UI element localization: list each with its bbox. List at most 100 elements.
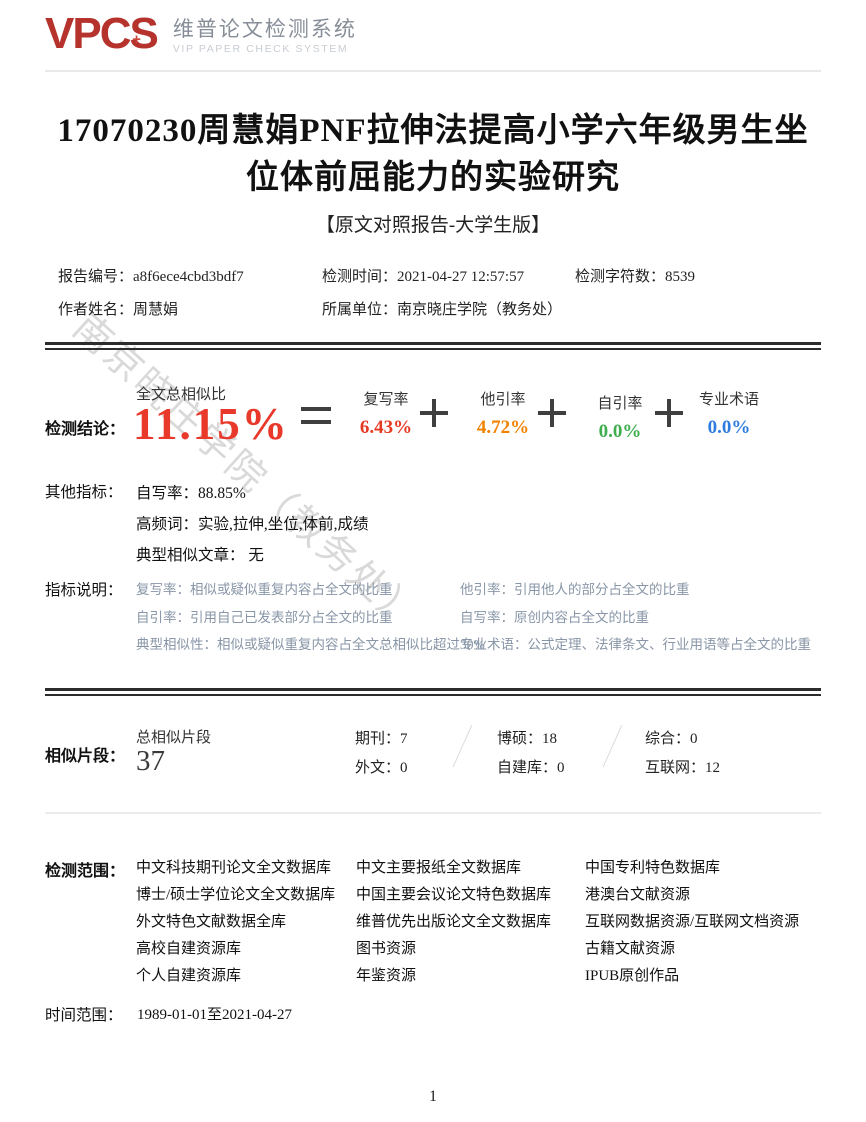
scope-item: 古籍文献资源 [585,941,676,957]
fragments-total-label: 总相似片段 [136,730,212,746]
scope-item: 年鉴资源 [356,968,417,984]
plus-sign [420,399,448,427]
fragments-total-value: 37 [136,745,165,777]
brand-names: 维普论文检测系统 VIP PAPER CHECK SYSTEM [173,13,357,56]
metric-other-citation-rate: 他引率 4.72% [455,388,551,439]
stat-value: 18 [542,731,558,747]
metric-self-citation-rate: 自引率 0.0% [572,392,668,443]
plus-sign [655,399,683,427]
vpcs-logo-icon: VPCS + [45,8,163,60]
equals-sign [301,407,331,424]
organization-value: 南京晓庄学院（教务处） [397,302,563,318]
organization: 所属单位：南京晓庄学院（教务处） [322,298,562,319]
metric-copy-rate: 复写率 6.43% [338,388,434,439]
scope-item: 互联网数据资源/互联网文档资源 [585,914,800,930]
scope-item: 中国主要会议论文特色数据库 [356,887,552,903]
indicator-notes-label: 指标说明： [45,582,123,599]
brand-logo: VPCS + 维普论文检测系统 VIP PAPER CHECK SYSTEM [45,8,357,60]
conclusion-section-label: 检测结论： [45,421,126,438]
scope-item: 高校自建资源库 [136,941,242,957]
note-typical-similarity: 典型相似性：相似或疑似重复内容占全文总相似比超过30% [136,637,485,652]
scope-item: 港澳台文献资源 [585,887,691,903]
scope-item: IPUB原创作品 [585,968,680,984]
self-write-rate-label: 自写率： [136,485,199,502]
metric-label: 他引率 [480,392,526,408]
frequent-words-value: 实验,拉伸,坐位,体前,成绩 [198,516,369,533]
report-number-label: 报告编号： [58,269,134,285]
stat-label: 自建库： [497,760,558,776]
stat-value: 0 [690,731,698,747]
stat-thesis: 博硕：18 [497,727,557,748]
metric-terminology: 专业术语 0.0% [681,388,777,439]
stat-foreign: 外文：0 [355,756,408,777]
plus-sign [538,399,566,427]
metric-label: 自引率 [597,396,643,412]
metric-label: 复写率 [363,392,409,408]
stat-label: 综合： [645,731,691,747]
metric-value: 0.0% [598,421,642,442]
note-self-citation: 自引率：引用自己已发表部分占全文的比重 [136,610,393,625]
check-time-label: 检测时间： [322,269,398,285]
stat-value: 0 [400,760,408,776]
brand-name-cn: 维普论文检测系统 [172,17,357,41]
section-divider-double [45,688,821,696]
time-range-value: 1989-01-01至2021-04-27 [137,1007,292,1023]
stat-self-built: 自建库：0 [497,756,565,777]
stat-value: 7 [400,731,408,747]
check-time: 检测时间：2021-04-27 12:57:57 [322,265,524,286]
metric-value: 4.72% [476,417,530,438]
total-similarity-value: 11.15% [133,399,289,449]
stat-label: 博硕： [497,731,543,747]
scope-item: 博士/硕士学位论文全文数据库 [136,887,336,903]
note-terminology: 专业术语：公式定理、法律条文、行业用语等占全文的比重 [460,637,811,652]
stat-value: 0 [557,760,565,776]
stat-separator [452,724,473,768]
author-value: 周慧娟 [133,302,179,318]
stat-internet: 互联网：12 [645,756,720,777]
scope-item: 中国专利特色数据库 [585,860,721,876]
metric-label: 专业术语 [698,392,759,408]
fragments-section-label: 相似片段： [45,748,126,765]
section-divider-light [45,812,821,814]
stat-label: 互联网： [645,760,706,776]
total-similarity-label: 全文总相似比 [136,387,227,403]
cross-icon: + [132,31,141,48]
frequent-words: 高频词：实验,拉伸,坐位,体前,成绩 [136,512,369,534]
frequent-words-label: 高频词： [136,516,199,533]
note-copy-rate: 复写率：相似或疑似重复内容占全文的比重 [136,582,393,597]
scope-item: 中文主要报纸全文数据库 [356,860,522,876]
scope-item: 个人自建资源库 [136,968,242,984]
typical-similar-article-label: 典型相似文章： [136,547,245,564]
note-self-write: 自写率：原创内容占全文的比重 [460,610,649,625]
typical-similar-article-value: 无 [248,547,264,564]
report-number: 报告编号：a8f6ece4cbd3bdf7 [58,265,244,286]
scope-column-2: 中文主要报纸全文数据库 中国主要会议论文特色数据库 维普优先出版论文全文数据库 … [356,855,551,990]
document-title: 17070230周慧娟PNF拉伸法提高小学六年级男生坐位体前屈能力的实验研究 [57,113,809,196]
scope-item: 外文特色文献数据全库 [136,914,287,930]
self-write-rate: 自写率：88.85% [136,481,246,503]
stat-label: 期刊： [355,731,401,747]
other-indicators-label: 其他指标： [45,484,123,501]
self-write-rate-value: 88.85% [198,485,246,502]
author-name: 作者姓名：周慧娟 [58,298,178,319]
stat-separator [602,724,623,768]
check-time-value: 2021-04-27 12:57:57 [397,269,525,285]
metric-value: 6.43% [359,417,413,438]
metric-value: 0.0% [707,417,751,438]
char-count: 检测字符数：8539 [575,265,695,286]
scope-item: 中文科技期刊论文全文数据库 [136,860,332,876]
page-number: 1 [429,1088,437,1105]
header-divider [45,70,821,72]
scope-section-label: 检测范围： [45,863,126,880]
organization-label: 所属单位： [322,302,398,318]
time-range-label: 时间范围： [45,1007,123,1024]
scope-item: 图书资源 [356,941,417,957]
logo-text: VPCS [45,9,159,58]
scope-column-3: 中国专利特色数据库 港澳台文献资源 互联网数据资源/互联网文档资源 古籍文献资源… [585,855,799,990]
scope-column-1: 中文科技期刊论文全文数据库 博士/硕士学位论文全文数据库 外文特色文献数据全库 … [136,855,335,990]
note-other-citation: 他引率：引用他人的部分占全文的比重 [460,582,690,597]
brand-name-en: VIP PAPER CHECK SYSTEM [172,42,349,55]
char-count-value: 8539 [665,269,696,285]
stat-journal: 期刊：7 [355,727,408,748]
